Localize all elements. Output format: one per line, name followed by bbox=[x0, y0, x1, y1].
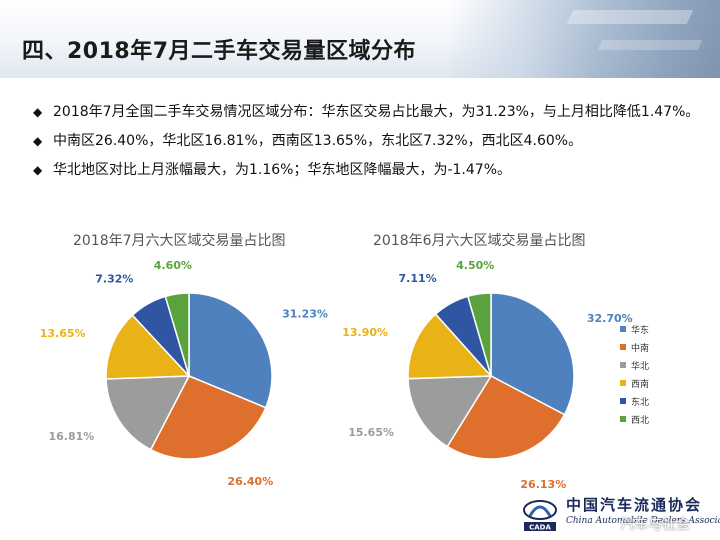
data-label-huadong: 31.23% bbox=[282, 308, 328, 321]
legend-swatch bbox=[620, 362, 626, 368]
pie-slice-huadong bbox=[490, 292, 575, 416]
legend-item-huadong: 华东 bbox=[620, 320, 649, 338]
page-title: 四、2018年7月二手车交易量区域分布 bbox=[22, 39, 417, 64]
pie-slice-xibei bbox=[164, 292, 190, 377]
legend-swatch bbox=[620, 398, 626, 404]
data-label-xinan: 13.65% bbox=[40, 327, 86, 340]
chart-title-june: 2018年6月六大区域交易量占比图 bbox=[373, 233, 586, 249]
pie-slice-huabei bbox=[105, 375, 191, 451]
legend-swatch bbox=[620, 416, 626, 422]
legend-label: 华东 bbox=[631, 325, 650, 336]
pie-slice-zhongnan bbox=[446, 375, 566, 460]
logo-mark-text: CADA bbox=[529, 524, 551, 532]
bullet-list: ◆ 2018年7月全国二手车交易情况区域分布：华东区交易占比最大，为31.23%… bbox=[33, 100, 703, 187]
bullet-item: ◆ 2018年7月全国二手车交易情况区域分布：华东区交易占比最大，为31.23%… bbox=[33, 100, 703, 124]
diamond-icon: ◆ bbox=[33, 105, 43, 119]
legend-swatch bbox=[620, 326, 626, 332]
bullet-text: 中南区26.40%，华北区16.81%，西南区13.65%，东北区7.32%，西… bbox=[53, 133, 583, 149]
legend-label: 东北 bbox=[631, 397, 650, 408]
legend-item-zhongnan: 中南 bbox=[620, 338, 649, 356]
data-label-xinan: 13.90% bbox=[342, 326, 388, 339]
pie-slice-xibei bbox=[466, 292, 492, 377]
pie-slice-xinan bbox=[407, 313, 493, 380]
data-label-xibei: 4.60% bbox=[154, 259, 192, 272]
pie-slice-huadong bbox=[188, 292, 273, 409]
data-label-zhongnan: 26.40% bbox=[227, 475, 273, 488]
pie-slice-huabei bbox=[407, 375, 493, 448]
legend-item-dongbei: 东北 bbox=[620, 392, 649, 410]
legend-label: 西南 bbox=[631, 379, 650, 390]
legend-swatch bbox=[620, 380, 626, 386]
header-photo bbox=[450, 0, 720, 78]
legend-swatch bbox=[620, 344, 626, 350]
cada-logo-icon: CADA bbox=[523, 500, 557, 532]
diamond-icon: ◆ bbox=[33, 163, 43, 177]
cada-logo: CADA 中国汽车流通协会 China Automobile Dealers A… bbox=[520, 492, 720, 540]
pie-slice-xinan bbox=[105, 314, 191, 380]
data-label-dongbei: 7.11% bbox=[399, 272, 437, 285]
legend-label: 华北 bbox=[631, 361, 650, 372]
legend-item-xibei: 西北 bbox=[620, 410, 649, 428]
bullet-text: 2018年7月全国二手车交易情况区域分布：华东区交易占比最大，为31.23%，与… bbox=[53, 104, 700, 120]
data-label-zhongnan: 26.13% bbox=[520, 478, 566, 491]
diamond-icon: ◆ bbox=[33, 134, 43, 148]
bullet-item: ◆ 中南区26.40%，华北区16.81%，西南区13.65%，东北区7.32%… bbox=[33, 129, 703, 153]
data-label-huabei: 15.65% bbox=[348, 426, 394, 439]
legend-label: 西北 bbox=[631, 415, 650, 426]
watermark: 汽车与社会 bbox=[620, 517, 690, 533]
legend-item-huabei: 华北 bbox=[620, 356, 649, 374]
bullet-item: ◆ 华北地区对比上月涨幅最大，为1.16%；华东地区降幅最大，为-1.47%。 bbox=[33, 158, 703, 182]
logo-en-text: China Automobile Dealers Association bbox=[566, 516, 720, 526]
data-label-huadong: 32.70% bbox=[587, 312, 633, 325]
data-label-huabei: 16.81% bbox=[49, 430, 95, 443]
logo-cn-text: 中国汽车流通协会 bbox=[566, 496, 703, 514]
legend-item-xinan: 西南 bbox=[620, 374, 649, 392]
chart-title-july: 2018年7月六大区域交易量占比图 bbox=[73, 233, 286, 249]
legend-label: 中南 bbox=[631, 343, 650, 354]
bullet-text: 华北地区对比上月涨幅最大，为1.16%；华东地区降幅最大，为-1.47%。 bbox=[53, 162, 511, 178]
data-label-dongbei: 7.32% bbox=[95, 273, 133, 286]
data-label-xibei: 4.50% bbox=[456, 259, 494, 272]
chart-legend: 华东中南华北西南东北西北 bbox=[620, 320, 649, 428]
pie-slice-zhongnan bbox=[149, 375, 267, 460]
